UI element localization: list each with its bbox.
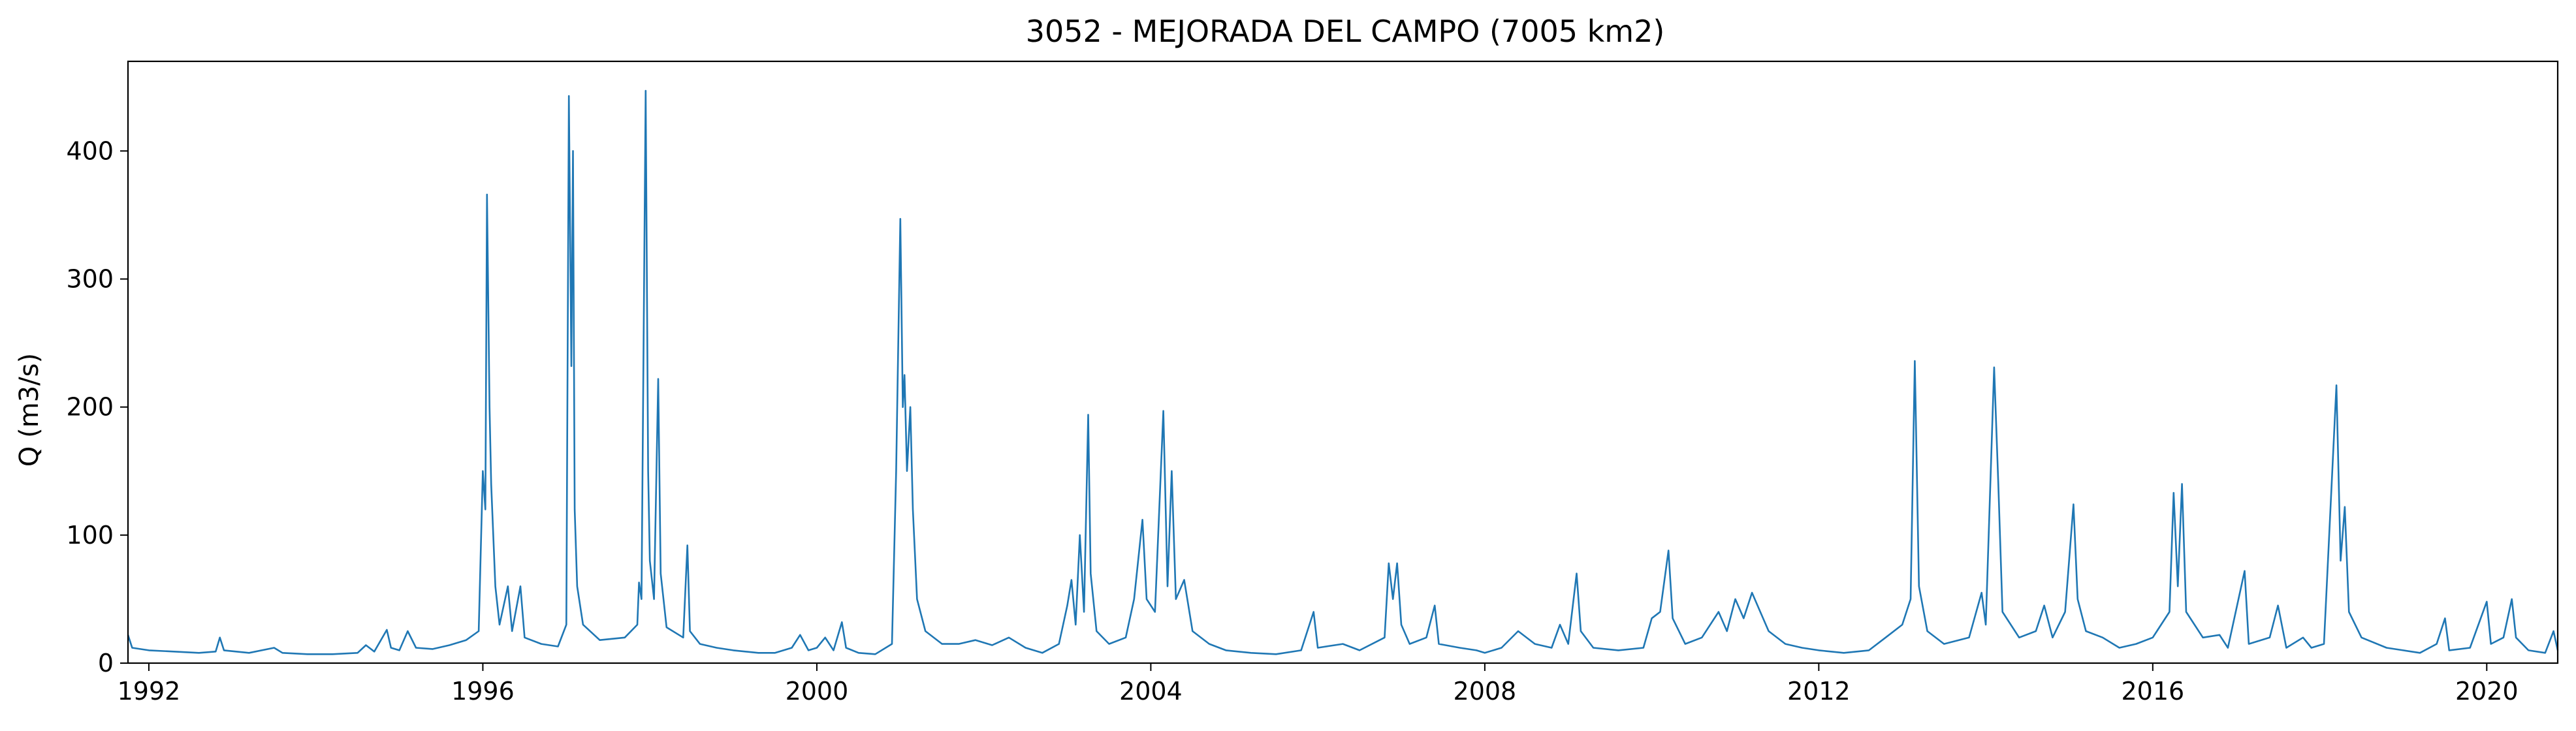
x-tick-label-2020: 2020 xyxy=(2455,677,2519,706)
plot-area: 1992 1996 2000 2004 2008 2012 2016 2020 0 100 200 3… xyxy=(66,60,2559,706)
x-tick-label-1996: 1996 xyxy=(451,677,515,706)
y-axis-label: Q (m3/s) xyxy=(14,353,44,467)
y-tick-label-200: 200 xyxy=(66,393,114,422)
x-tick-label-2000: 2000 xyxy=(786,677,849,706)
x-tick-label-2008: 2008 xyxy=(1454,677,1517,706)
axes-frame xyxy=(127,60,2559,664)
series-line-0 xyxy=(127,89,2559,655)
x-tick-label-2016: 2016 xyxy=(2121,677,2184,706)
y-tick-label-0: 0 xyxy=(98,649,114,677)
chart-title: 3052 - MEJORADA DEL CAMPO (7005 km2) xyxy=(1026,14,1665,49)
x-tick-label-1992: 1992 xyxy=(118,677,181,706)
x-tick-label-2012: 2012 xyxy=(1787,677,1851,706)
y-tick-label-300: 300 xyxy=(66,264,114,293)
x-tick-label-2004: 2004 xyxy=(1119,677,1183,706)
y-tick-label-400: 400 xyxy=(66,136,114,165)
y-tick-label-100: 100 xyxy=(66,521,114,550)
